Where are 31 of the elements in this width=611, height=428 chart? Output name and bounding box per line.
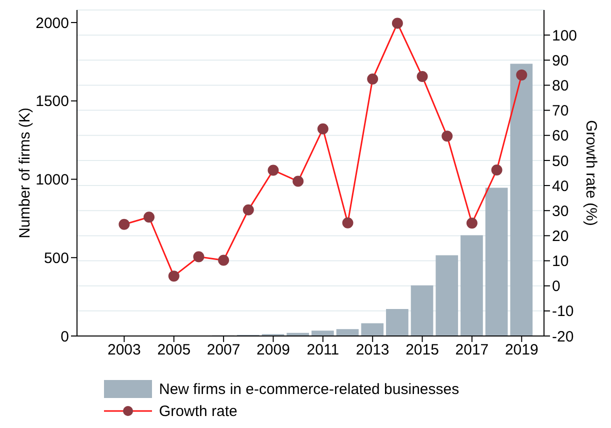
- y2-tick-label: 90: [552, 52, 569, 70]
- legend-label: Growth rate: [159, 402, 238, 420]
- y2-tick-label: 30: [552, 202, 569, 220]
- x-tick-label: 2019: [504, 342, 538, 359]
- y2-tick-label: 50: [552, 152, 569, 170]
- y2-tick-label: 60: [552, 128, 569, 145]
- y2-tick-label: 70: [552, 102, 569, 120]
- y-tick-label: 1500: [36, 93, 69, 110]
- y2-tick-label: 40: [552, 178, 569, 195]
- y2-axis-title: Growth rate (%): [582, 120, 600, 226]
- x-tick-label: 2011: [306, 342, 340, 359]
- legend-label: New firms in e-commerce-related businesses: [159, 380, 460, 398]
- y2-tick-label: 0: [552, 278, 560, 296]
- y2-tick-label: 100: [552, 27, 578, 44]
- y-tick-label: 1000: [36, 172, 69, 189]
- x-tick-label: 2013: [356, 342, 390, 359]
- x-tick-label: 2015: [406, 342, 439, 359]
- y-axis-title: Number of firms (K): [16, 108, 34, 238]
- y2-tick-label: 10: [552, 253, 569, 270]
- y-tick-label: 2000: [36, 14, 69, 32]
- y2-tick-label: -20: [552, 328, 574, 346]
- x-tick-label: 2007: [206, 342, 240, 359]
- x-tick-label: 2009: [256, 342, 290, 359]
- x-tick-label: 2017: [455, 342, 489, 359]
- y2-tick-label: -10: [552, 303, 574, 320]
- x-tick-label: 2005: [157, 342, 191, 359]
- y-tick-label: 500: [44, 250, 69, 267]
- y-tick-label: 0: [60, 328, 69, 346]
- x-tick-label: 2003: [108, 342, 141, 359]
- y2-tick-label: 20: [552, 228, 569, 246]
- y2-tick-label: 80: [552, 78, 569, 95]
